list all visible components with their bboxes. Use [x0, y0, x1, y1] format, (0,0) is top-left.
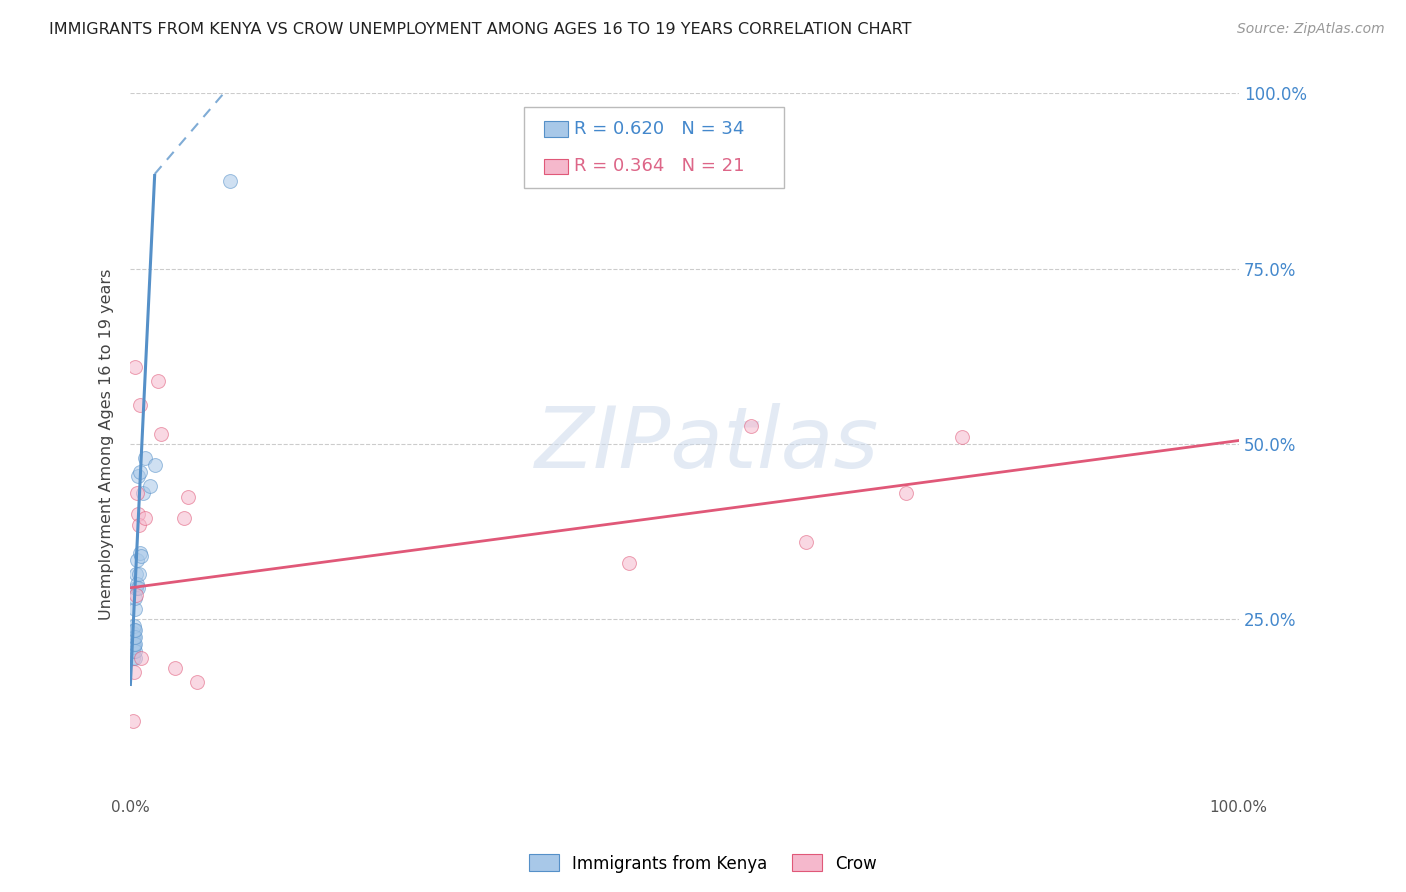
Point: [124, 630, 146, 644]
Point: [124, 623, 146, 637]
Point: [125, 588, 148, 602]
Point: [177, 490, 200, 504]
Point: [125, 486, 148, 500]
Point: [124, 637, 146, 651]
Point: [131, 486, 153, 500]
Point: [143, 458, 166, 472]
Y-axis label: Unemployment Among Ages 16 to 19 years: Unemployment Among Ages 16 to 19 years: [100, 268, 114, 620]
Point: [125, 581, 148, 595]
Text: R = 0.620   N = 34: R = 0.620 N = 34: [574, 120, 744, 138]
Point: [124, 359, 146, 374]
Point: [127, 468, 149, 483]
Point: [122, 665, 145, 679]
Point: [121, 640, 143, 655]
Point: [125, 566, 148, 581]
Point: [134, 510, 156, 524]
Text: R = 0.364   N = 21: R = 0.364 N = 21: [574, 157, 744, 175]
Point: [796, 535, 818, 549]
Point: [896, 486, 918, 500]
Point: [146, 374, 169, 388]
Point: [121, 644, 143, 658]
Point: [134, 451, 156, 466]
Point: [131, 549, 153, 564]
Point: [122, 637, 145, 651]
Point: [129, 399, 152, 413]
Point: [128, 517, 150, 532]
Point: [121, 630, 143, 644]
Point: [128, 566, 150, 581]
Point: [121, 651, 143, 665]
Point: [139, 479, 162, 493]
Point: [950, 430, 973, 444]
Point: [617, 556, 640, 570]
Point: [219, 174, 242, 188]
Point: [163, 661, 186, 675]
Point: [127, 507, 149, 521]
Point: [173, 510, 195, 524]
Point: [124, 591, 146, 606]
Point: [150, 426, 173, 441]
Point: [122, 619, 145, 633]
Point: [125, 553, 148, 567]
FancyBboxPatch shape: [524, 107, 785, 188]
Point: [124, 651, 146, 665]
FancyBboxPatch shape: [544, 121, 568, 136]
Point: [122, 640, 145, 655]
Point: [131, 651, 153, 665]
Point: [124, 644, 146, 658]
Text: IMMIGRANTS FROM KENYA VS CROW UNEMPLOYMENT AMONG AGES 16 TO 19 YEARS CORRELATION: IMMIGRANTS FROM KENYA VS CROW UNEMPLOYME…: [49, 22, 911, 37]
Text: Source: ZipAtlas.com: Source: ZipAtlas.com: [1237, 22, 1385, 37]
Point: [740, 419, 762, 434]
Text: ZIPatlas: ZIPatlas: [534, 402, 879, 485]
Point: [121, 626, 143, 640]
Point: [125, 577, 148, 591]
Point: [186, 675, 208, 690]
Point: [129, 546, 152, 560]
FancyBboxPatch shape: [544, 159, 568, 174]
Point: [121, 714, 143, 728]
Legend: Immigrants from Kenya, Crow: Immigrants from Kenya, Crow: [522, 847, 884, 880]
Point: [121, 633, 143, 648]
Point: [124, 602, 146, 616]
Point: [129, 465, 152, 479]
Point: [122, 623, 145, 637]
Point: [121, 637, 143, 651]
Point: [122, 630, 145, 644]
Point: [127, 581, 149, 595]
